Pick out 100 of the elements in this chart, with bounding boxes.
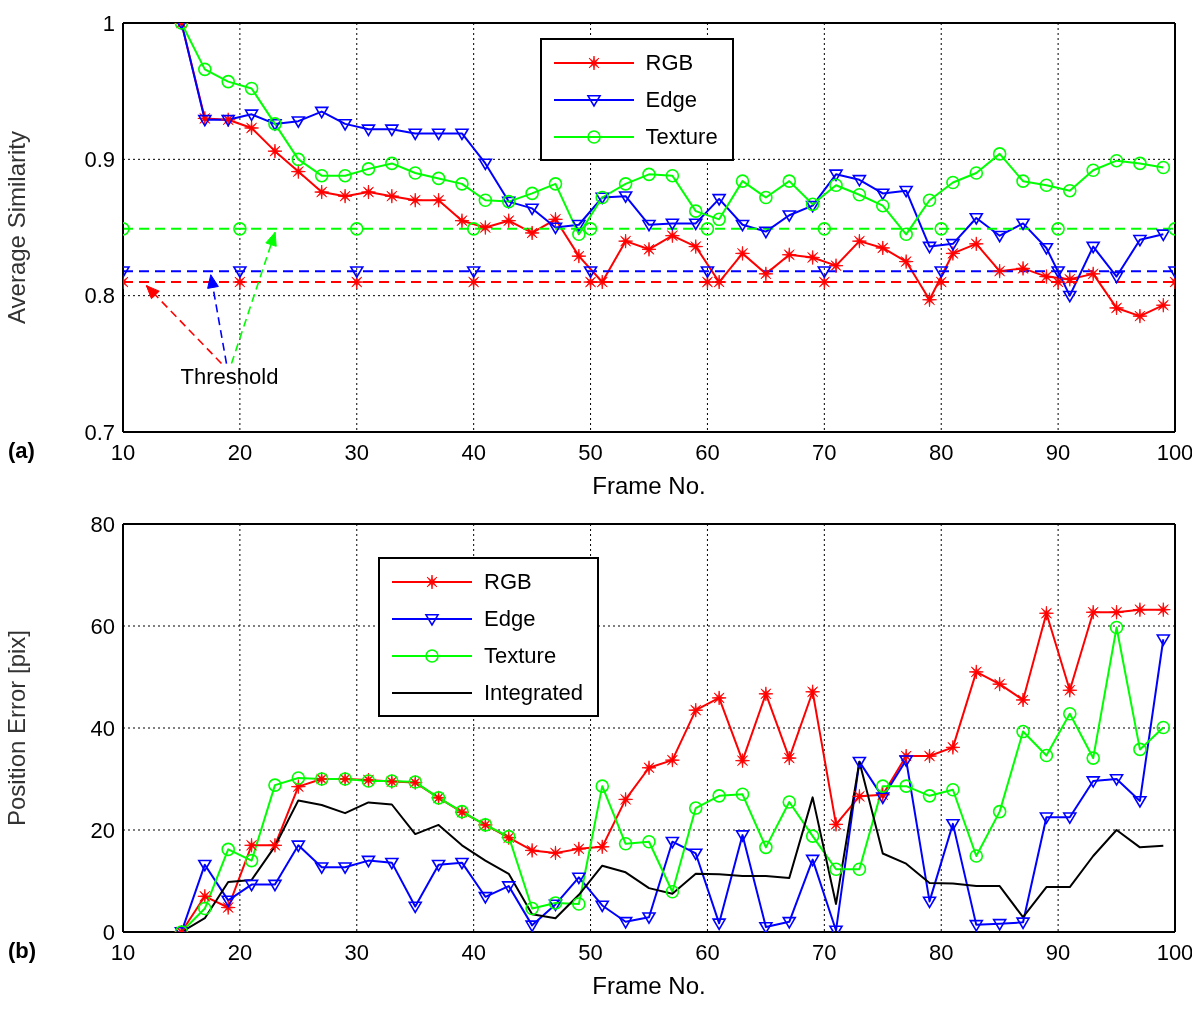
point	[805, 684, 821, 700]
point	[337, 188, 353, 204]
point	[665, 836, 680, 849]
x-axis-title: Frame No.	[592, 972, 706, 999]
point	[407, 192, 423, 208]
point	[1063, 812, 1077, 825]
point	[618, 233, 634, 249]
point	[782, 210, 797, 223]
point	[244, 879, 259, 892]
point	[1051, 266, 1065, 278]
point	[1109, 300, 1124, 316]
point	[828, 258, 844, 274]
point	[968, 236, 984, 252]
y-tick-label: 0.8	[84, 283, 115, 309]
text: (a)	[8, 438, 35, 464]
point	[735, 219, 750, 232]
point	[291, 840, 306, 853]
point	[712, 789, 726, 803]
point	[548, 177, 563, 191]
point	[454, 213, 470, 229]
x-tick-label: 90	[1045, 939, 1071, 965]
point	[1132, 602, 1148, 618]
x-tick-label: 20	[227, 939, 253, 965]
point	[688, 848, 703, 861]
point	[455, 177, 469, 191]
point	[1039, 748, 1054, 763]
point	[735, 787, 750, 802]
point	[478, 891, 493, 904]
point	[735, 753, 750, 769]
point	[1039, 178, 1054, 193]
point	[583, 274, 598, 290]
point	[852, 187, 867, 202]
y-tick-label: 40	[90, 715, 115, 741]
point	[244, 853, 259, 868]
point	[595, 779, 610, 793]
legend-label: Edge	[645, 86, 697, 113]
point	[349, 274, 365, 290]
point	[805, 250, 821, 265]
point	[688, 218, 703, 231]
point	[618, 836, 633, 851]
point	[618, 191, 633, 203]
x-tick-label: 70	[812, 439, 837, 465]
point	[548, 211, 563, 227]
point	[969, 919, 984, 932]
point	[688, 239, 704, 254]
point	[899, 779, 913, 793]
point	[233, 266, 247, 278]
point	[781, 247, 797, 263]
y-tick-label: 0.9	[84, 147, 115, 173]
point	[501, 881, 516, 893]
point	[1062, 271, 1078, 287]
point	[712, 193, 726, 206]
point	[267, 837, 283, 853]
x-tick-label: 100	[1156, 939, 1194, 965]
x-tick-label: 100	[1156, 439, 1194, 465]
x-tick-label: 40	[461, 939, 486, 965]
point	[385, 156, 399, 171]
point	[899, 755, 913, 767]
point	[349, 266, 364, 278]
point	[267, 143, 283, 159]
point	[688, 204, 703, 218]
point	[875, 779, 890, 793]
point	[524, 843, 540, 858]
point	[314, 862, 329, 875]
point	[291, 116, 306, 128]
point	[992, 147, 1007, 161]
point	[817, 222, 832, 236]
point	[898, 254, 914, 269]
y-tick-label: 80	[90, 511, 115, 537]
point	[759, 190, 773, 205]
point	[291, 771, 306, 785]
point	[1156, 720, 1171, 735]
point	[338, 862, 352, 875]
point	[665, 884, 680, 899]
point	[291, 152, 306, 167]
point	[852, 788, 867, 804]
point	[618, 792, 634, 807]
point	[455, 857, 469, 870]
point	[946, 818, 960, 831]
point	[361, 162, 376, 176]
point	[922, 896, 937, 909]
point	[934, 266, 949, 278]
point	[572, 219, 586, 232]
point	[969, 849, 984, 863]
point	[1016, 917, 1030, 930]
point	[829, 178, 843, 193]
point	[1133, 742, 1147, 757]
point	[290, 164, 306, 179]
point	[759, 226, 773, 239]
point	[665, 168, 680, 183]
point	[922, 292, 937, 308]
point	[992, 263, 1008, 279]
legend-label: RGB	[645, 49, 694, 76]
point	[408, 901, 423, 914]
point	[817, 266, 832, 278]
point	[828, 816, 844, 832]
point	[1039, 269, 1054, 284]
point	[232, 274, 248, 290]
x-tick-label: 90	[1045, 439, 1071, 465]
point	[934, 222, 949, 236]
